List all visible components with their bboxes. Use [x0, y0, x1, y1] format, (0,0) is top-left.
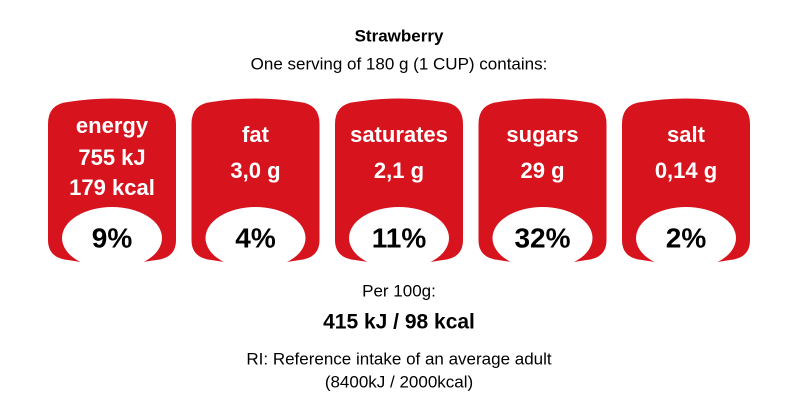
item-percent: 2%: [666, 222, 707, 253]
item-percent: 9%: [92, 222, 133, 253]
item-percent: 4%: [235, 222, 276, 253]
item-label: saturates: [350, 122, 448, 147]
per-100-value: 415 kJ / 98 kcal: [323, 311, 475, 334]
per-100-label: Per 100g:: [362, 281, 436, 300]
subtitle: One serving of 180 g (1 CUP) contains:: [251, 54, 548, 73]
percent-bubble: [349, 207, 449, 269]
item-label: salt: [667, 122, 706, 147]
percent-bubble: [492, 207, 593, 269]
percent-bubble: [62, 207, 162, 269]
item-label: energy: [76, 113, 149, 138]
item-value: 3,0 g: [230, 158, 280, 183]
percent-bubble: [636, 207, 736, 269]
title: Strawberry: [355, 26, 444, 45]
item-label: fat: [242, 122, 270, 147]
item-percent: 11%: [372, 222, 427, 253]
item-percent: 32%: [514, 222, 570, 253]
item-value: 2,1 g: [374, 158, 424, 183]
footnote-line: RI: Reference intake of an average adult: [246, 349, 552, 368]
item-value: 179 kcal: [69, 175, 155, 200]
footnote-line: (8400kJ / 2000kcal): [325, 372, 473, 391]
item-value: 0,14 g: [655, 158, 717, 183]
item-value: 755 kJ: [78, 145, 145, 170]
item-value: 29 g: [520, 158, 564, 183]
items: energy 755 kJ 179 kcal 9% fat 3,0 g 4% saturate…: [48, 98, 750, 269]
item-label: sugars: [506, 122, 578, 147]
percent-bubble: [205, 207, 306, 269]
